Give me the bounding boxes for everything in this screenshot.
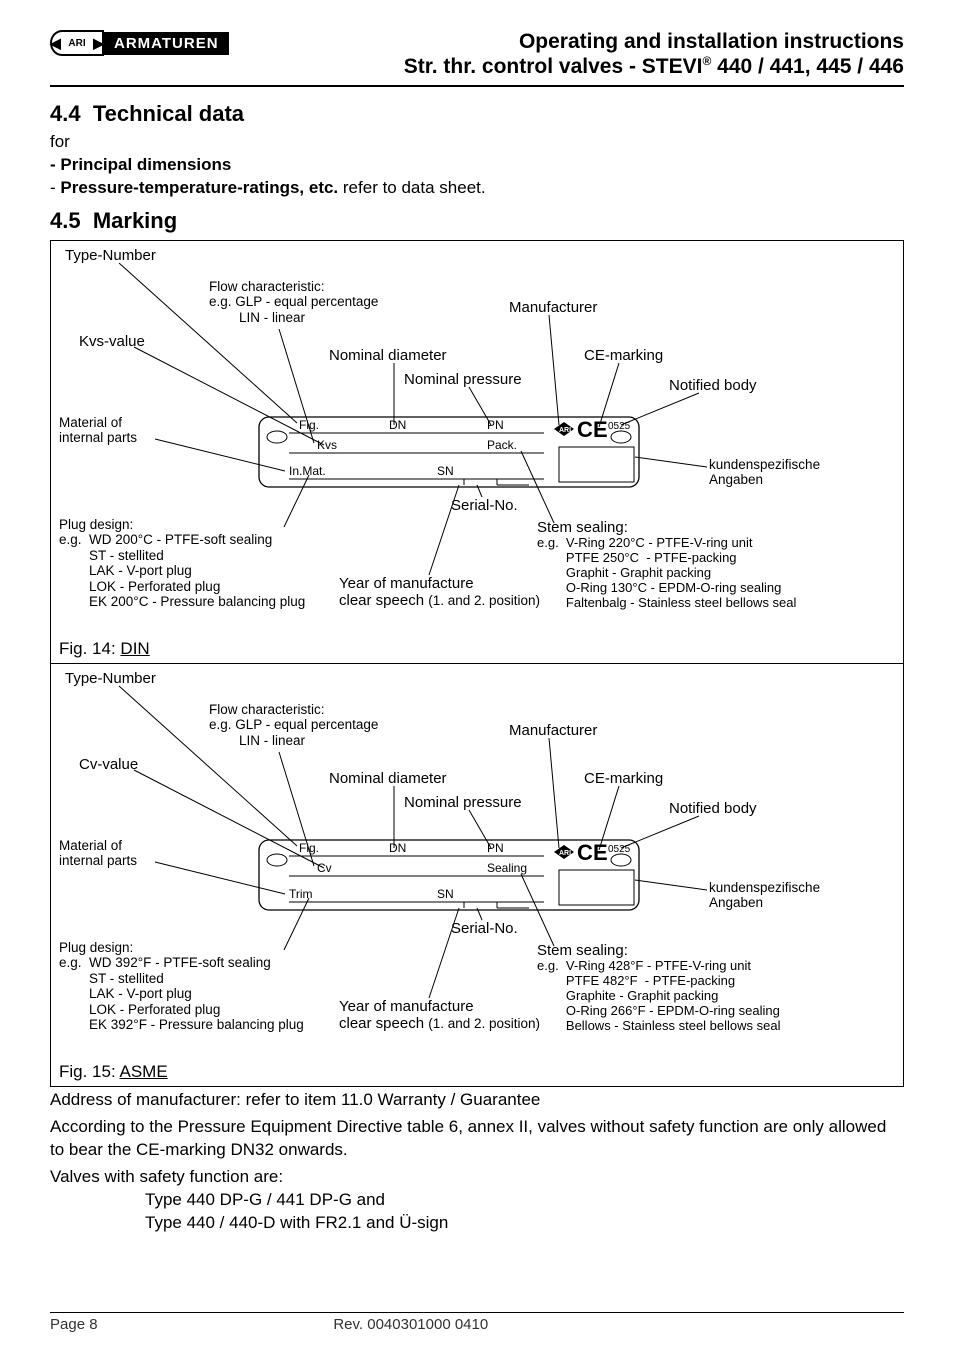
- trailer-ped: According to the Pressure Equipment Dire…: [50, 1116, 904, 1162]
- brand-wordmark: ARMATUREN: [104, 32, 229, 55]
- svg-text:DN: DN: [389, 418, 406, 432]
- svg-text:DN: DN: [389, 841, 406, 855]
- bullet-pressure-temp: - Pressure-temperature-ratings, etc. ref…: [50, 177, 904, 200]
- svg-text:SN: SN: [437, 464, 454, 478]
- figure-14-box: Type-Number Flow characteristic: e.g. GL…: [50, 240, 904, 664]
- trailer-type2: Type 440 / 440-D with FR2.1 and Ü-sign: [145, 1212, 904, 1235]
- svg-text:Kvs: Kvs: [317, 438, 337, 452]
- svg-text:PN: PN: [487, 841, 504, 855]
- section-4-4-body: for - Principal dimensions - Pressure-te…: [50, 131, 904, 200]
- brand-logo: ARI ARMATUREN: [50, 30, 229, 56]
- text-for: for: [50, 131, 904, 154]
- trailer-safety-intro: Valves with safety function are:: [50, 1166, 904, 1189]
- figure-15-diagram: Type-Number Flow characteristic: e.g. GL…: [59, 670, 895, 1060]
- fig15-caption: Fig. 15: ASME: [59, 1062, 895, 1082]
- footer-page: Page 8: [50, 1316, 98, 1333]
- svg-text:C: C: [577, 417, 593, 442]
- nameplate-svg: Fig. DN PN Kvs Pack. In.Mat. SN: [59, 247, 879, 637]
- svg-text:C: C: [577, 840, 593, 865]
- svg-text:E: E: [593, 417, 608, 442]
- svg-text:SN: SN: [437, 887, 454, 901]
- title-line2: Str. thr. control valves - STEVI® 440 / …: [404, 54, 904, 79]
- fig14-caption: Fig. 14: DIN: [59, 639, 895, 659]
- nameplate-svg-2: Fig. DN PN Cv Sealing Trim SN: [59, 670, 879, 1060]
- footer-rev: Rev. 0040301000 0410: [333, 1316, 488, 1333]
- svg-text:PN: PN: [487, 418, 504, 432]
- ari-diamond-icon: ARI: [50, 30, 104, 56]
- svg-text:ARI: ARI: [559, 427, 571, 434]
- svg-text:Cv: Cv: [317, 861, 332, 875]
- svg-text:Fig.: Fig.: [299, 418, 319, 432]
- trailer-address: Address of manufacturer: refer to item 1…: [50, 1089, 904, 1112]
- trailer-block: Address of manufacturer: refer to item 1…: [50, 1089, 904, 1235]
- page-footer: Page 8 Rev. 0040301000 0410: [50, 1312, 904, 1333]
- svg-text:In.Mat.: In.Mat.: [289, 464, 326, 478]
- figure-15-box: Type-Number Flow characteristic: e.g. GL…: [50, 664, 904, 1087]
- svg-text:ARI: ARI: [559, 850, 571, 857]
- svg-text:Pack.: Pack.: [487, 438, 517, 452]
- section-4-5-heading: 4.5 Marking: [50, 208, 904, 234]
- title-line1: Operating and installation instructions: [404, 30, 904, 54]
- figure-14-diagram: Type-Number Flow characteristic: e.g. GL…: [59, 247, 895, 637]
- page-header: ARI ARMATUREN Operating and installation…: [50, 30, 904, 87]
- svg-text:E: E: [593, 840, 608, 865]
- svg-text:Sealing: Sealing: [487, 861, 527, 875]
- doc-title: Operating and installation instructions …: [404, 30, 904, 79]
- bullet-principal-dimensions: - Principal dimensions: [50, 154, 904, 177]
- section-4-4-heading: 4.4 Technical data: [50, 101, 904, 127]
- svg-text:Fig.: Fig.: [299, 841, 319, 855]
- trailer-type1: Type 440 DP-G / 441 DP-G and: [145, 1189, 904, 1212]
